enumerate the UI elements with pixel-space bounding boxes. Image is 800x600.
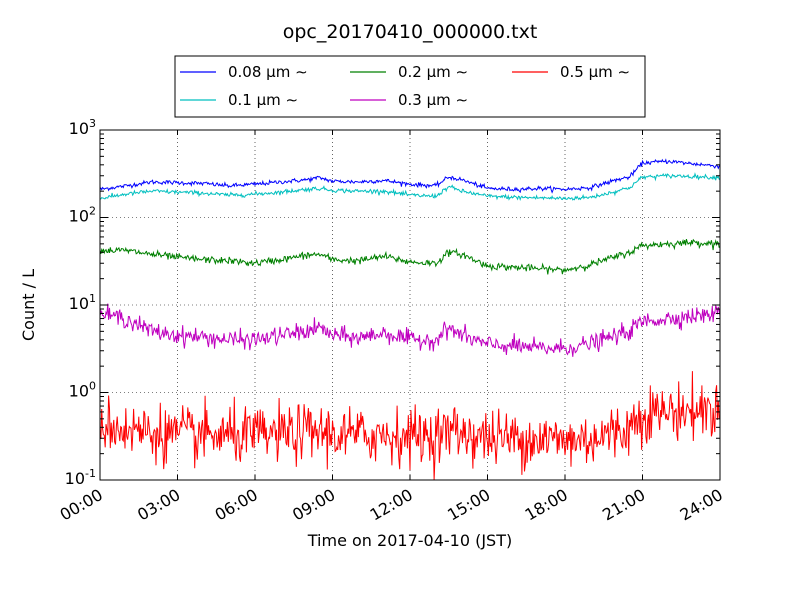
y-tick-labels: 10-1 100 101 102 103: [65, 117, 96, 488]
series-group: [99, 158, 721, 481]
legend-label-1: 0.1 μm ∼: [228, 91, 298, 109]
series-line-3: [99, 303, 721, 357]
legend-label-3: 0.3 μm ∼: [398, 91, 468, 109]
legend-label-4: 0.5 μm ∼: [560, 63, 630, 81]
chart-title: opc_20170410_000000.txt: [283, 21, 538, 43]
grid: [100, 130, 720, 480]
y-tick-label: 102: [69, 205, 96, 226]
series-line-2: [99, 238, 721, 275]
series-line-1: [99, 172, 721, 201]
legend-label-2: 0.2 μm ∼: [398, 63, 468, 81]
series-line-0: [99, 158, 721, 194]
y-tick-label: 103: [69, 117, 96, 138]
y-tick-label: 10-1: [65, 467, 96, 488]
series-line-4: [99, 371, 721, 481]
y-tick-label: 100: [69, 380, 96, 401]
y-tick-label: 101: [69, 292, 96, 313]
x-axis-label: Time on 2017-04-10 (JST): [307, 531, 512, 550]
y-axis-label: Count / L: [19, 269, 38, 341]
ticks: [99, 129, 721, 481]
legend-label-0: 0.08 μm ∼: [228, 63, 308, 81]
legend: 0.08 μm ∼ 0.1 μm ∼ 0.2 μm ∼ 0.3 μm ∼ 0.5 μm …: [174, 55, 646, 118]
legend-box: [174, 55, 646, 118]
